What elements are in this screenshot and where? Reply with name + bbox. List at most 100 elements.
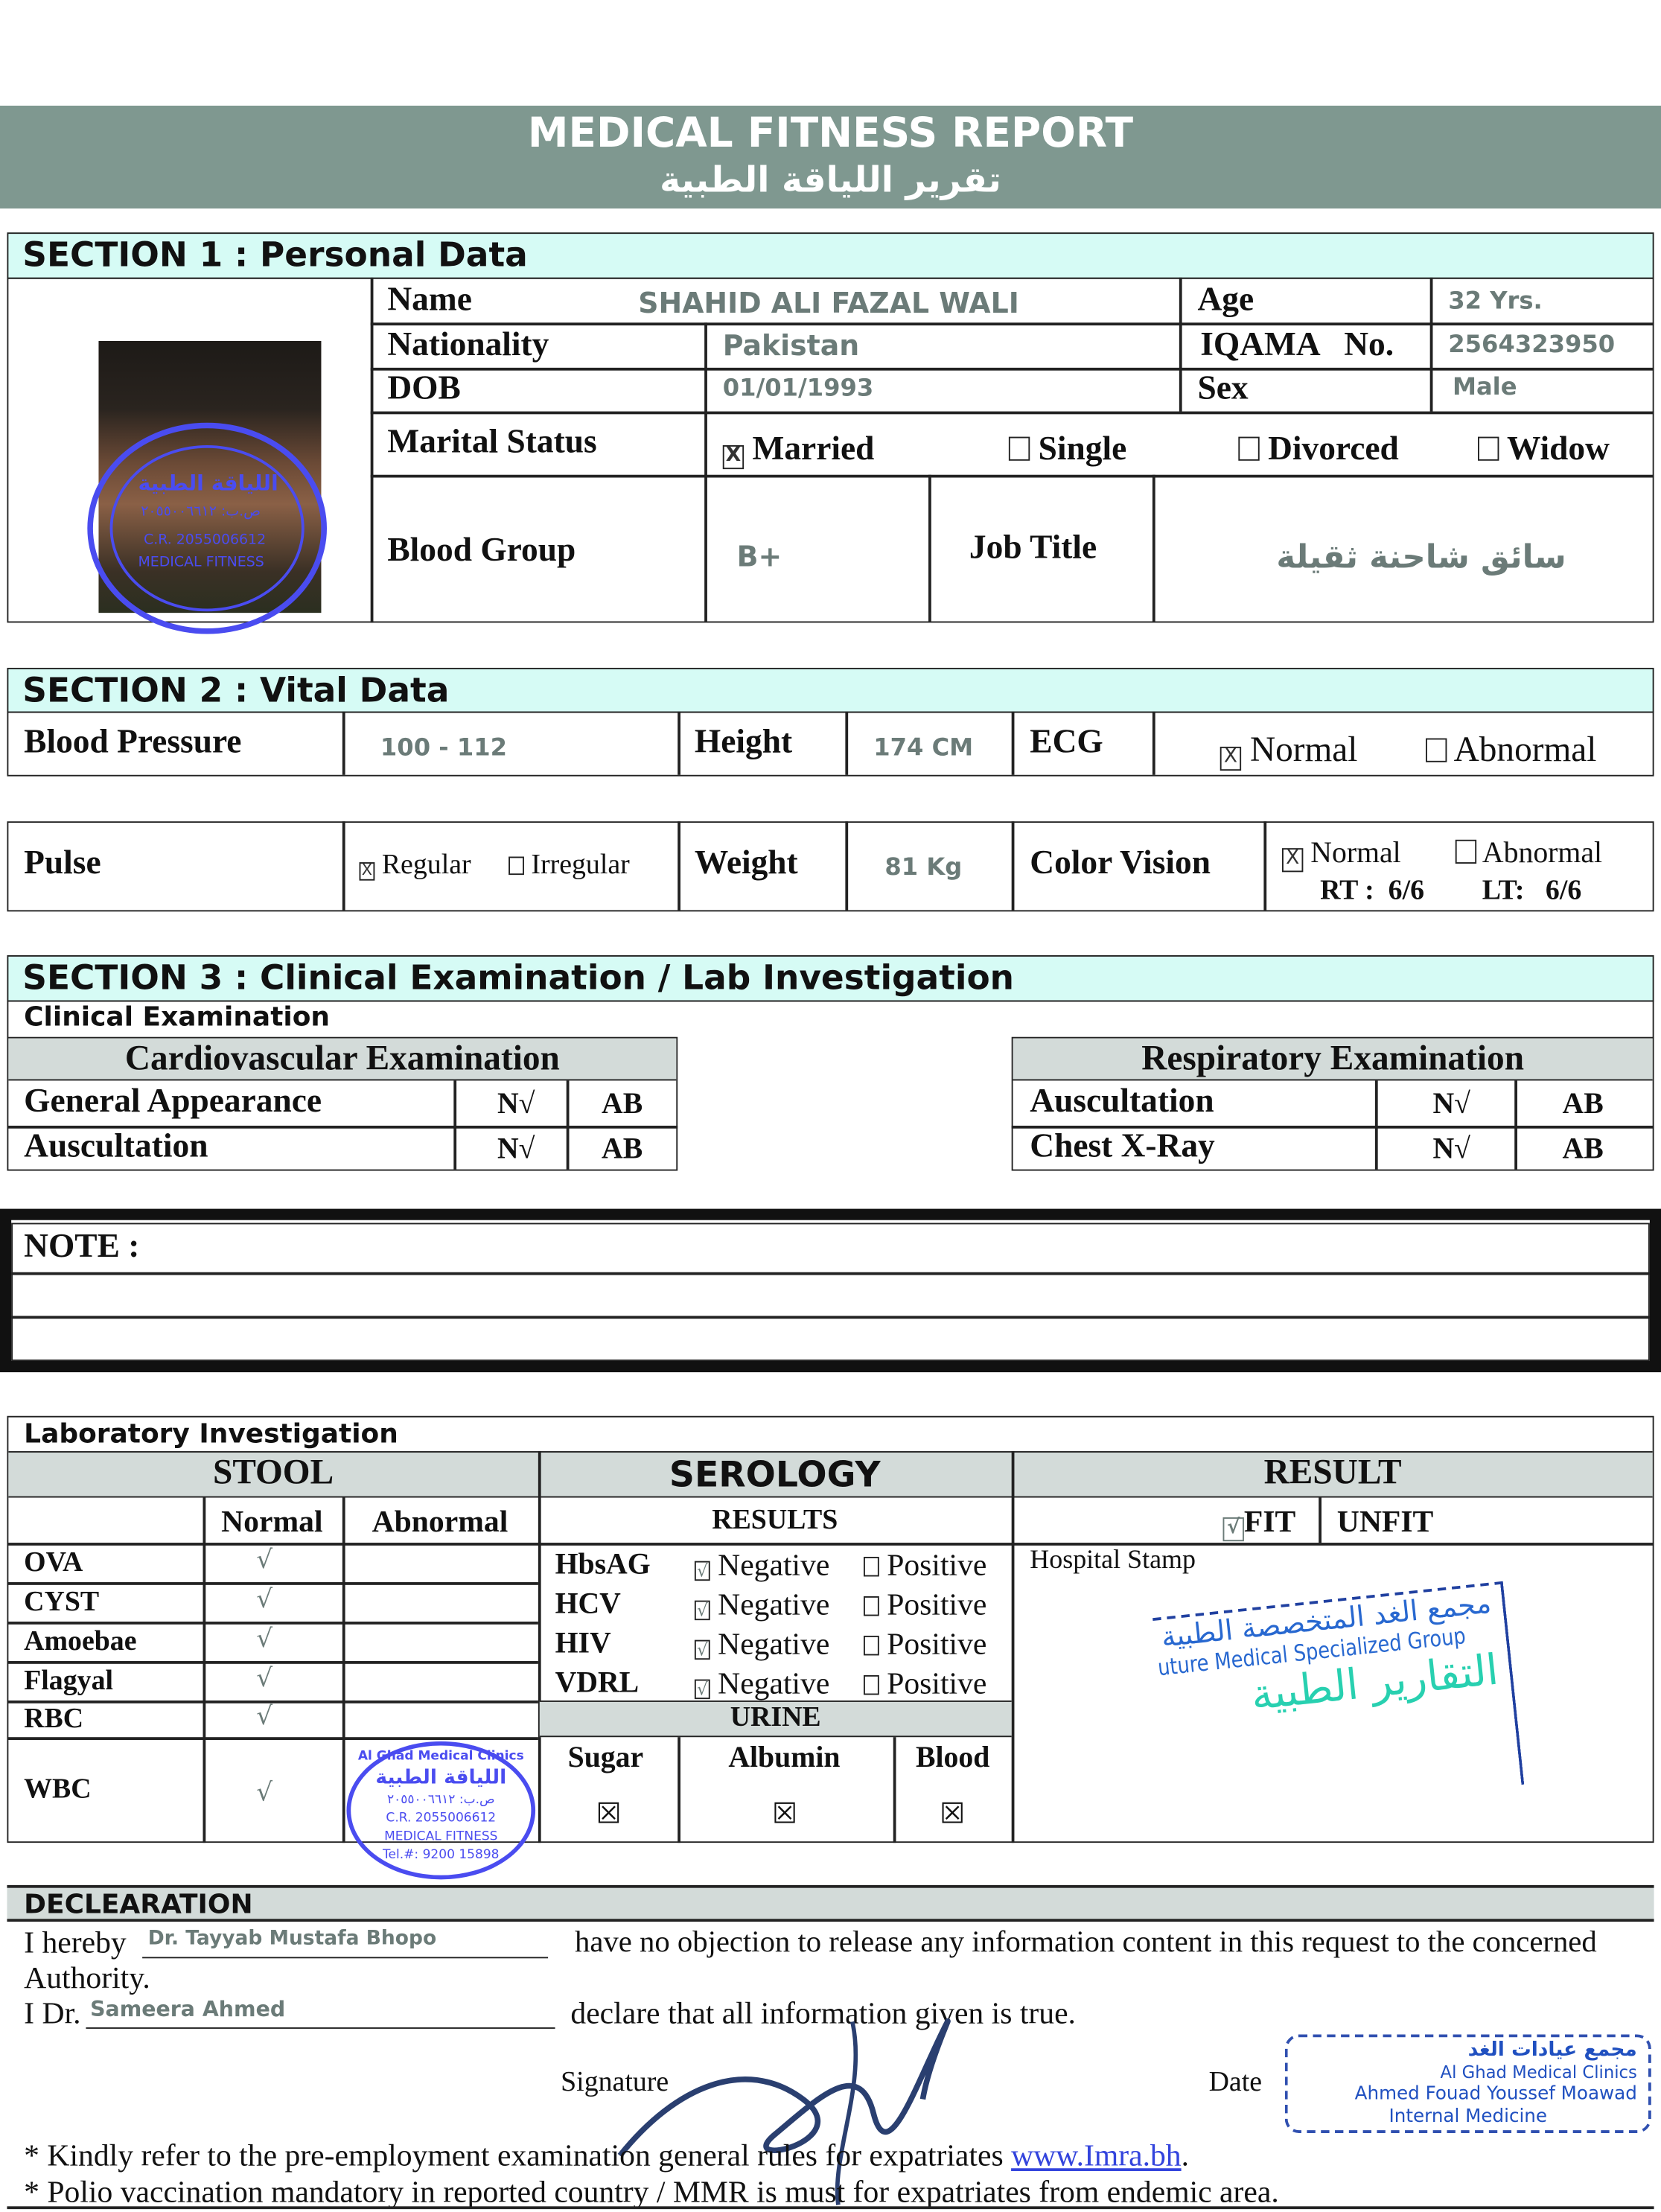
hereby-text: I hereby xyxy=(24,1924,127,1960)
checkbox[interactable] xyxy=(1426,738,1447,762)
marital-married[interactable]: X Married xyxy=(722,431,874,470)
clinic-stamp-lab: Al Ghad Medical Clinics اللياقة الطبية ص… xyxy=(346,1741,536,1880)
urine-sugar-checkbox[interactable]: ☒ xyxy=(596,1799,622,1831)
section2-title: SECTION 2 : Vital Data xyxy=(7,667,1654,713)
cardio-title: Cardiovascular Examination xyxy=(8,1038,677,1081)
note-line-2[interactable] xyxy=(17,1320,1645,1357)
checkbox-checked[interactable]: √ xyxy=(694,1679,710,1700)
serology-positive[interactable]: Positive xyxy=(863,1587,986,1623)
serology-positive[interactable]: Positive xyxy=(863,1547,986,1584)
checkbox[interactable] xyxy=(863,1596,879,1616)
stool-row-label: RBC xyxy=(24,1703,84,1735)
cv-normal[interactable]: X Normal xyxy=(1281,835,1401,873)
marital-widow[interactable]: Widow xyxy=(1478,431,1610,469)
marital-single[interactable]: Single xyxy=(1008,431,1126,469)
serology-negative[interactable]: √ Negative xyxy=(694,1547,829,1584)
checkbox[interactable] xyxy=(863,1556,879,1577)
cardio-normal[interactable]: N√ xyxy=(497,1086,535,1121)
note-inner xyxy=(11,1223,1650,1361)
sex-label: Sex xyxy=(1197,370,1249,407)
check-icon: √ xyxy=(256,1545,273,1575)
urine-header: URINE xyxy=(539,1701,1012,1738)
resp-normal[interactable]: N√ xyxy=(1432,1086,1470,1121)
cardio-abnormal[interactable]: AB xyxy=(602,1086,643,1121)
personal-data-table xyxy=(7,277,1654,623)
urine-blood-label: Blood xyxy=(915,1739,990,1774)
checkbox[interactable] xyxy=(508,856,524,876)
resp-abnormal[interactable]: AB xyxy=(1562,1131,1604,1165)
doctor1-field[interactable]: Dr. Tayyab Mustafa Bhopo xyxy=(142,1928,549,1959)
check-icon: √ xyxy=(256,1624,273,1654)
stool-header: STOOL xyxy=(213,1453,334,1492)
serology-label: HCV xyxy=(555,1586,621,1621)
pulse-irregular[interactable]: Irregular xyxy=(508,850,630,882)
serology-positive[interactable]: Positive xyxy=(863,1626,986,1663)
serology-label: HIV xyxy=(555,1625,611,1660)
age-label: Age xyxy=(1197,281,1254,319)
checkbox[interactable] xyxy=(1455,839,1477,864)
checkbox[interactable] xyxy=(1238,436,1260,461)
imra-link[interactable]: www.Imra.bh xyxy=(1011,2137,1182,2173)
check-icon: √ xyxy=(256,1584,273,1615)
iqama-label: IQAMA No. xyxy=(1200,327,1394,364)
signature-image xyxy=(617,2018,951,2205)
checkbox-checked[interactable]: X xyxy=(1281,848,1304,873)
vitals-row-2 xyxy=(7,821,1654,912)
checkbox-checked[interactable]: √ xyxy=(694,1600,710,1621)
cardio-abnormal[interactable]: AB xyxy=(602,1131,643,1165)
serology-negative[interactable]: √ Negative xyxy=(694,1626,829,1663)
weight-value: 81 Kg xyxy=(884,853,963,882)
serology-positive[interactable]: Positive xyxy=(863,1666,986,1702)
checkbox-checked[interactable]: √ xyxy=(1222,1517,1244,1542)
vitals-row-1 xyxy=(7,711,1654,777)
declaration-text-1b: Authority. xyxy=(24,1960,150,1995)
checkbox-checked[interactable]: X xyxy=(722,444,745,470)
checkbox-checked[interactable]: √ xyxy=(694,1639,710,1660)
urine-blood-checkbox[interactable]: ☒ xyxy=(940,1799,966,1831)
doctor2-field[interactable]: Sameera Ahmed xyxy=(86,1995,555,2029)
serology-negative[interactable]: √ Negative xyxy=(694,1587,829,1623)
checkbox[interactable] xyxy=(863,1635,879,1656)
hospital-stamp-image: مجمع الغد المتخصصة الطبية uture Medical … xyxy=(1153,1581,1525,1822)
declaration-text-2: declare that all information given is tr… xyxy=(570,1995,1076,2030)
check-icon: √ xyxy=(256,1778,273,1808)
resp-title: Respiratory Examination xyxy=(1013,1038,1653,1081)
rt-value: RT : 6/6 xyxy=(1320,875,1425,906)
dob-label: DOB xyxy=(387,370,461,407)
serology-negative[interactable]: √ Negative xyxy=(694,1666,829,1702)
dob-value: 01/01/1993 xyxy=(722,374,874,404)
ecg-normal[interactable]: X Normal xyxy=(1220,731,1357,771)
cardio-row-label: Auscultation xyxy=(24,1128,208,1165)
resp-normal[interactable]: N√ xyxy=(1432,1131,1470,1165)
declaration-title: DECLEARATION xyxy=(7,1884,1654,1922)
serology-label: VDRL xyxy=(555,1665,640,1700)
checkbox[interactable] xyxy=(863,1674,879,1695)
stool-row-label: OVA xyxy=(24,1546,83,1578)
clinical-exam-label: Clinical Examination xyxy=(24,1001,331,1033)
checkbox-checked[interactable]: X xyxy=(359,862,375,881)
name-value: SHAHID ALI FAZAL WALI xyxy=(638,286,1019,320)
cv-abnormal[interactable]: Abnormal xyxy=(1455,835,1602,870)
result-fit[interactable]: √ FIT xyxy=(1222,1503,1295,1542)
height-label: Height xyxy=(694,724,793,761)
checkbox[interactable] xyxy=(1478,436,1499,461)
resp-abnormal[interactable]: AB xyxy=(1562,1086,1604,1121)
cardio-normal[interactable]: N√ xyxy=(497,1131,535,1165)
age-value: 32 Yrs. xyxy=(1448,287,1543,316)
stool-row-label: Amoebae xyxy=(24,1625,137,1657)
pulse-regular[interactable]: X Regular xyxy=(359,850,471,882)
section1-title: SECTION 1 : Personal Data xyxy=(7,232,1654,279)
report-title-arabic: تقرير اللياقة الطبية xyxy=(660,159,1001,200)
marital-divorced[interactable]: Divorced xyxy=(1238,431,1399,469)
checkbox[interactable] xyxy=(1008,436,1030,461)
result-unfit[interactable]: UNFIT xyxy=(1336,1503,1434,1539)
checkbox-checked[interactable]: X xyxy=(1220,747,1242,771)
nationality-value: Pakistan xyxy=(722,328,860,363)
urine-albumin-checkbox[interactable]: ☒ xyxy=(771,1799,797,1831)
note-line-1[interactable] xyxy=(17,1276,1645,1313)
footnote-1: * Kindly refer to the pre-employment exa… xyxy=(24,2137,1190,2173)
checkbox-checked[interactable]: √ xyxy=(694,1561,710,1581)
resp-row-label: Chest X-Ray xyxy=(1030,1128,1215,1165)
ecg-abnormal[interactable]: Abnormal xyxy=(1426,731,1596,771)
